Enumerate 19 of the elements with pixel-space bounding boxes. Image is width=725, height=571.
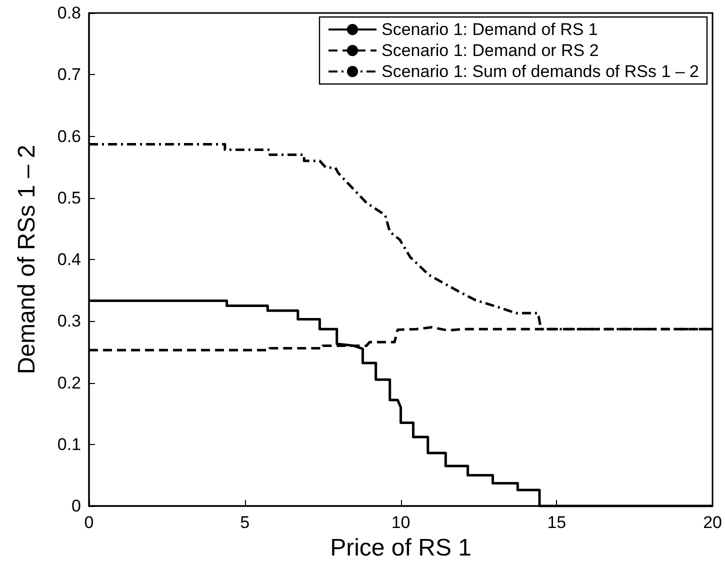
x-tick-label: 20 xyxy=(703,513,722,532)
y-tick-label: 0.7 xyxy=(57,65,81,84)
x-axis-title: Price of RS 1 xyxy=(330,534,472,562)
y-tick-label: 0.3 xyxy=(57,312,81,331)
x-tick-label: 10 xyxy=(391,513,410,532)
y-tick-label: 0 xyxy=(72,496,81,516)
x-tick-label: 0 xyxy=(84,513,94,532)
x-tick-label: 15 xyxy=(547,513,566,532)
y-tick-label: 0.1 xyxy=(57,434,81,454)
y-tick-label: 0.4 xyxy=(57,250,81,269)
legend-label: Scenario 1: Demand of RS 1 xyxy=(381,20,598,39)
legend-label: Scenario 1: Demand or RS 2 xyxy=(381,41,599,60)
legend-label: Scenario 1: Sum of demands of RSs 1 – 2 xyxy=(381,62,700,81)
y-tick-label: 0.2 xyxy=(57,373,81,392)
y-axis-title: Demand of RSs 1 – 2 xyxy=(14,144,40,374)
y-tick-label: 0.8 xyxy=(57,4,81,22)
y-tick-label: 0.5 xyxy=(57,188,81,208)
x-tick-label: 5 xyxy=(240,513,250,532)
y-tick-label: 0.6 xyxy=(57,126,81,146)
